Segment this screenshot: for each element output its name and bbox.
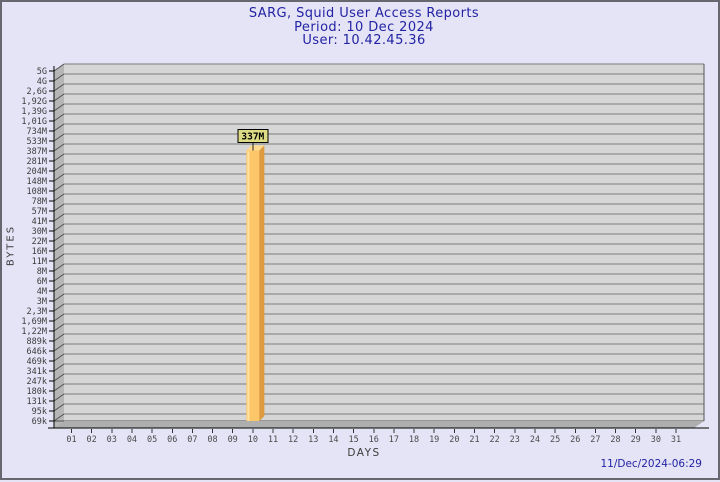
- svg-text:22: 22: [490, 435, 500, 445]
- svg-text:27: 27: [590, 435, 600, 445]
- svg-text:10: 10: [248, 435, 258, 445]
- svg-text:3M: 3M: [37, 297, 47, 307]
- svg-text:281M: 281M: [27, 157, 47, 167]
- svg-text:02: 02: [87, 435, 97, 445]
- svg-text:30: 30: [651, 435, 661, 445]
- bar-day-10: [246, 145, 265, 421]
- svg-text:1,22M: 1,22M: [21, 327, 47, 337]
- svg-text:16M: 16M: [32, 247, 47, 257]
- plot-back-wall: [64, 64, 704, 421]
- svg-text:2,3M: 2,3M: [27, 307, 47, 317]
- svg-text:21: 21: [469, 435, 479, 445]
- svg-text:04: 04: [127, 435, 137, 445]
- svg-text:16: 16: [369, 435, 379, 445]
- svg-text:1,01G: 1,01G: [21, 117, 47, 127]
- svg-text:12: 12: [288, 435, 298, 445]
- svg-text:17: 17: [389, 435, 399, 445]
- svg-text:533M: 533M: [27, 137, 47, 147]
- svg-text:11: 11: [268, 435, 278, 445]
- svg-text:15: 15: [348, 435, 358, 445]
- svg-text:11M: 11M: [32, 257, 47, 267]
- svg-text:78M: 78M: [32, 197, 47, 207]
- svg-text:41M: 41M: [32, 217, 47, 227]
- svg-text:469k: 469k: [27, 357, 47, 367]
- svg-text:57M: 57M: [32, 207, 47, 217]
- x-axis-label: DAYS: [347, 447, 381, 459]
- svg-text:337M: 337M: [241, 131, 264, 142]
- svg-text:28: 28: [610, 435, 620, 445]
- svg-text:14: 14: [328, 435, 338, 445]
- axis-lines: [48, 66, 709, 429]
- chart-title: SARG, Squid User Access Reports: [248, 6, 480, 21]
- generated-timestamp: 11/Dec/2024-06:29: [600, 458, 702, 470]
- svg-text:148M: 148M: [27, 177, 47, 187]
- svg-text:07: 07: [187, 435, 197, 445]
- svg-text:180k: 180k: [27, 387, 47, 397]
- svg-text:24: 24: [530, 435, 540, 445]
- floor: [54, 421, 704, 428]
- svg-text:06: 06: [167, 435, 177, 445]
- chart-period: Period: 10 Dec 2024: [294, 19, 434, 35]
- svg-text:646k: 646k: [27, 347, 47, 357]
- x-axis: 01 02 03 04 05 06 07 08 09 10 11 12 13 14 15 16 17 18 19 20…: [66, 429, 681, 445]
- title-block: SARG, Squid User Access Reports Period: …: [2, 7, 720, 48]
- svg-text:05: 05: [147, 435, 157, 445]
- svg-text:29: 29: [631, 435, 641, 445]
- svg-text:01: 01: [66, 435, 76, 445]
- left-wall: [53, 63, 704, 428]
- svg-text:25: 25: [550, 435, 560, 445]
- svg-text:4G: 4G: [37, 77, 47, 87]
- svg-text:247k: 247k: [27, 377, 47, 387]
- svg-text:6M: 6M: [37, 277, 47, 287]
- svg-text:1,92G: 1,92G: [21, 97, 47, 107]
- svg-text:8M: 8M: [37, 267, 47, 277]
- svg-text:5G: 5G: [37, 67, 47, 77]
- svg-text:31: 31: [671, 435, 681, 445]
- svg-text:23: 23: [510, 435, 520, 445]
- gridlines: [64, 63, 705, 422]
- svg-text:08: 08: [207, 435, 217, 445]
- svg-text:4M: 4M: [37, 287, 47, 297]
- svg-text:13: 13: [308, 435, 318, 445]
- svg-text:2,6G: 2,6G: [27, 87, 47, 97]
- y-axis: 5G4G2,6G1,92G1,39G1,01G734M533M387M281M2…: [21, 67, 54, 427]
- y-axis-label: BYTES: [5, 224, 17, 267]
- svg-text:22M: 22M: [32, 237, 47, 247]
- svg-text:09: 09: [228, 435, 238, 445]
- bar-value-label: 337M: [237, 128, 269, 151]
- svg-text:131k: 131k: [27, 397, 47, 407]
- svg-text:1,39G: 1,39G: [21, 107, 47, 117]
- svg-text:95k: 95k: [32, 407, 47, 417]
- svg-text:26: 26: [570, 435, 580, 445]
- svg-text:69k: 69k: [32, 417, 47, 427]
- svg-text:387M: 387M: [27, 147, 47, 157]
- svg-text:20: 20: [449, 435, 459, 445]
- svg-text:341k: 341k: [27, 367, 47, 377]
- svg-text:03: 03: [107, 435, 117, 445]
- svg-text:204M: 204M: [27, 167, 47, 177]
- svg-text:889k: 889k: [27, 337, 47, 347]
- svg-text:30M: 30M: [32, 227, 47, 237]
- svg-text:108M: 108M: [27, 187, 47, 197]
- svg-text:18: 18: [409, 435, 419, 445]
- chart-user: User: 10.42.45.36: [302, 33, 426, 48]
- svg-text:734M: 734M: [27, 127, 47, 137]
- svg-text:1,69M: 1,69M: [21, 317, 47, 327]
- svg-text:19: 19: [429, 435, 439, 445]
